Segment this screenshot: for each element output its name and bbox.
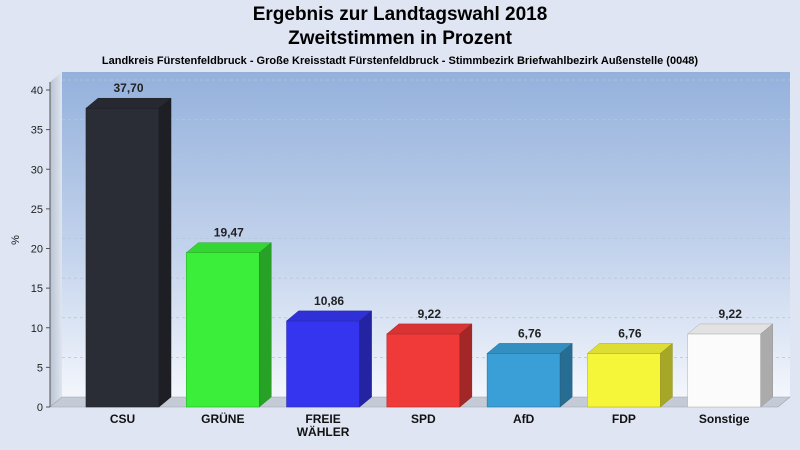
value-label: 19,47 xyxy=(214,226,244,240)
bar-side xyxy=(158,97,172,408)
category-label: CSU xyxy=(110,412,135,426)
category-label: WÄHLER xyxy=(297,424,350,439)
chart-region-label: Landkreis Fürstenfeldbruck - Große Kreis… xyxy=(101,55,699,67)
category-label: GRÜNE xyxy=(201,411,244,426)
bar-top xyxy=(687,323,774,335)
category-label: Sonstige xyxy=(699,412,750,426)
bar-freie-wähler xyxy=(286,320,360,408)
category-label: AfD xyxy=(513,412,535,426)
value-label: 37,70 xyxy=(113,81,143,95)
bar-top xyxy=(386,323,473,335)
chart-subtitle: Zweitstimmen in Prozent xyxy=(288,28,512,49)
y-axis: 0 5 10 15 20 25 30 35 40% xyxy=(10,82,51,414)
category-label: FREIE xyxy=(305,412,340,426)
bar-fdp xyxy=(587,353,661,408)
bar-sonstige xyxy=(687,333,762,408)
category-label: FDP xyxy=(612,412,636,426)
chart-title: Ergebnis zur Landtagswahl 2018 xyxy=(252,4,548,25)
bar-side xyxy=(359,310,372,408)
value-label: 9,22 xyxy=(719,307,743,321)
bar-top xyxy=(486,343,573,354)
bar-csu xyxy=(85,107,160,408)
bar-spd xyxy=(386,333,461,408)
bar-top xyxy=(185,242,272,253)
bar-side xyxy=(559,342,573,408)
value-label: 6,76 xyxy=(618,326,642,340)
y-tick-label: 5 xyxy=(37,362,43,374)
bar-side xyxy=(259,242,272,408)
value-label: 6,76 xyxy=(518,326,542,340)
y-tick-label: 25 xyxy=(31,204,43,216)
y-tick-label: 15 xyxy=(31,283,43,295)
y-tick-label: 10 xyxy=(31,323,43,335)
bar-side xyxy=(760,323,773,408)
bar-grüne xyxy=(185,252,260,408)
y-tick-label: 20 xyxy=(31,244,43,256)
bar-top xyxy=(85,97,172,109)
y-tick-label: 30 xyxy=(31,164,43,176)
y-axis-label: % xyxy=(10,235,22,245)
bars xyxy=(85,97,774,408)
bar-side xyxy=(660,342,673,408)
bar-side xyxy=(459,323,473,408)
bar-top xyxy=(285,310,373,322)
value-label: 10,86 xyxy=(314,294,344,308)
y-tick-label: 40 xyxy=(31,85,43,97)
category-label: SPD xyxy=(411,412,436,426)
y-tick-label: 35 xyxy=(31,125,43,137)
side-wall xyxy=(50,72,62,407)
bar-top xyxy=(586,343,674,354)
value-label: 9,22 xyxy=(418,307,442,321)
y-tick-label: 0 xyxy=(37,402,43,414)
bar-afd xyxy=(486,353,561,408)
